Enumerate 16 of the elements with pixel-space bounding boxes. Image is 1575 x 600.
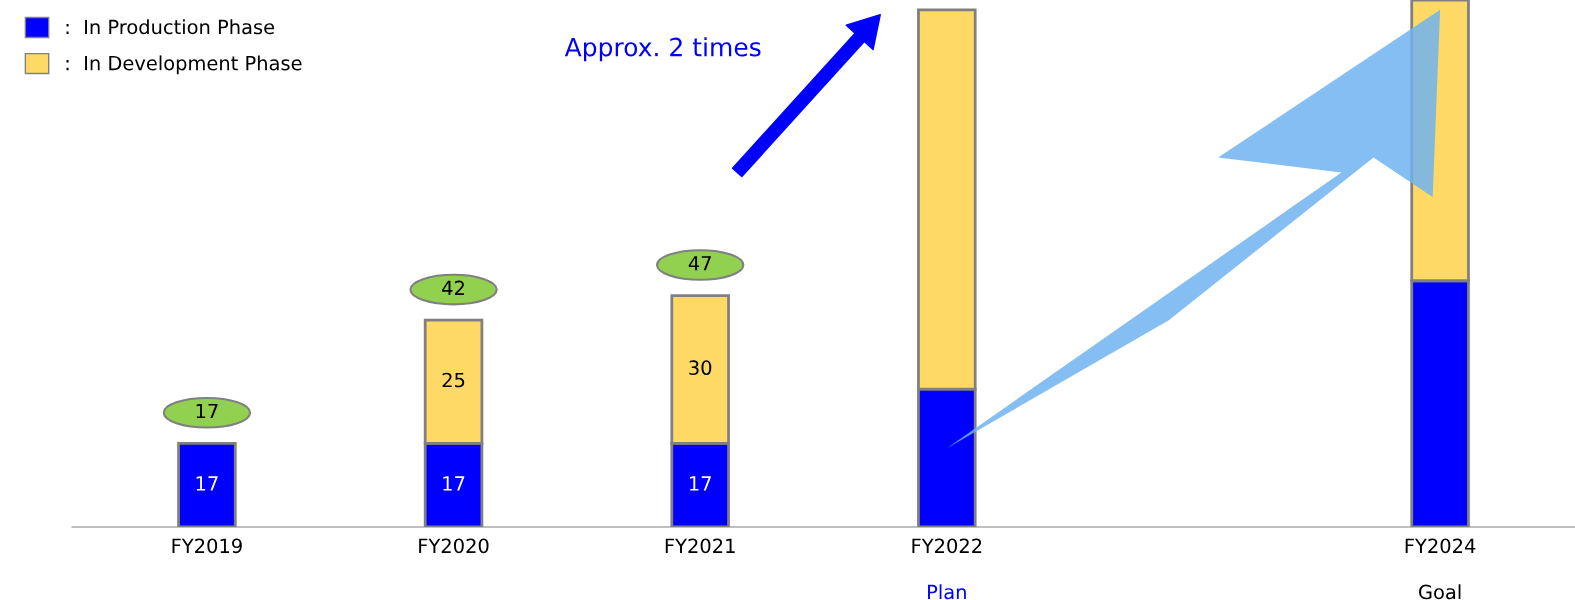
data-label: 17 (689, 476, 711, 491)
x-tick-label: FY2020 (419, 538, 489, 554)
total-label: 47 (688, 256, 711, 271)
data-label: 25 (442, 372, 465, 388)
annotation: Approx. 2 times (564, 37, 761, 62)
total-label: 17 (196, 403, 218, 419)
data-label: 17 (443, 476, 465, 491)
category-label: FY2022 Plan (912, 538, 982, 600)
data-label: 30 (689, 360, 712, 376)
x-tick-label: FY2021 (665, 538, 735, 554)
x-tick-label: FY2019 (172, 538, 242, 554)
data-label: 17 (196, 476, 218, 491)
legend-label: : In Production Phase (66, 19, 275, 35)
category-label: FY2024 Goal (1405, 538, 1476, 600)
total-label: 42 (442, 280, 464, 295)
legend-label: : In Development Phase (66, 55, 302, 75)
